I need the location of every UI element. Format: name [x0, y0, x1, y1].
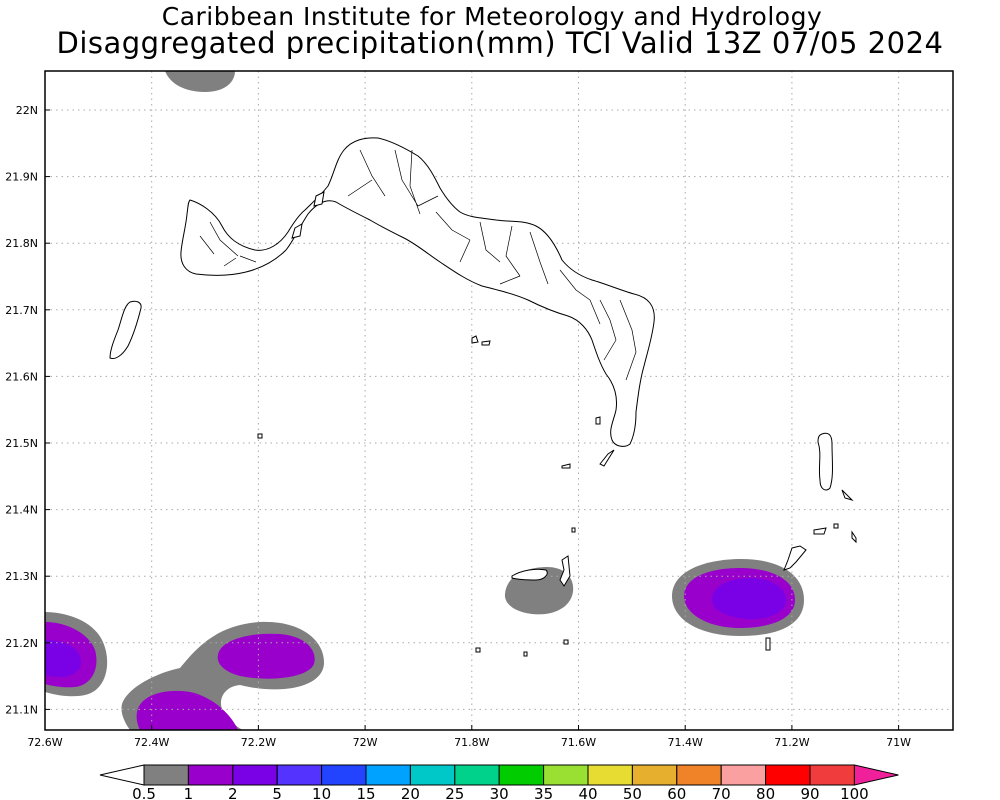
lon-tick-label: 72.2W [241, 736, 276, 749]
lat-tick-label: 21.5N [5, 437, 38, 450]
colorbar-swatch [276, 764, 323, 786]
colorbar-swatch [765, 764, 811, 786]
west-caicos-outline [109, 300, 142, 359]
lon-tick-label: 71.2W [774, 736, 809, 749]
colorbar-label: 10 [312, 785, 331, 800]
colorbar-swatch [631, 764, 678, 786]
islet-4 [481, 340, 491, 346]
colorbar-label: 50 [623, 785, 642, 800]
precipitation-layer [45, 71, 804, 730]
islet-11 [833, 523, 839, 529]
caicos-interior-lines [199, 149, 637, 381]
lat-tick-label: 22N [16, 104, 38, 117]
lat-tick-label: 21.1N [5, 703, 38, 716]
islet-10 [813, 527, 827, 535]
colorbar-swatch [809, 764, 855, 786]
colorbar-label: 40 [578, 785, 597, 800]
lat-tick-label: 21.3N [5, 570, 38, 583]
colorbar-label: 5 [272, 785, 282, 800]
grand-turk-outline [817, 432, 833, 491]
colorbar-swatch [720, 764, 767, 786]
islet-2 [313, 191, 325, 207]
lon-tick-label: 71.8W [454, 736, 489, 749]
islet-18 [563, 639, 569, 645]
grid-lines [45, 71, 953, 730]
colorbar-swatch [365, 764, 411, 786]
map-title-line2: Disaggregated precipitation(mm) TCI Vali… [56, 26, 944, 60]
coastline-layer [109, 137, 857, 657]
colorbar-swatch [454, 764, 500, 786]
colorbar-high-arrow [853, 764, 899, 786]
colorbar-swatch [321, 764, 367, 786]
islet-9 [841, 489, 854, 502]
ambergris-cay-outline [511, 568, 548, 581]
lat-tick-label: 21.7N [5, 304, 38, 317]
colorbar-swatch [498, 764, 545, 786]
islet-13 [559, 555, 571, 587]
colorbar-label: 25 [445, 785, 464, 800]
lat-tick-label: 21.8N [5, 237, 38, 250]
precip-area-top [165, 71, 235, 92]
islet-14 [571, 527, 576, 533]
colorbar-label: 1 [184, 785, 194, 800]
colorbar-label: 0.5 [132, 785, 156, 800]
lon-tick-label: 72.6W [27, 736, 62, 749]
islet-16 [475, 647, 481, 653]
map-frame [44, 70, 954, 731]
colorbar-swatch [587, 764, 633, 786]
precip-area-mid-purple [217, 633, 315, 679]
colorbar-label: 90 [800, 785, 819, 800]
islet-15 [765, 637, 771, 651]
precip-area-sw-purple [136, 690, 238, 730]
longitude-labels: 72.6W 72.4W 72.2W 72W 71.8W 71.6W 71.4W 71.2W 71… [27, 725, 911, 749]
colorbar-swatch [543, 764, 589, 786]
colorbar-label: 80 [756, 785, 775, 800]
islet-6 [595, 416, 601, 425]
latitude-labels: 22N 21.9N 21.8N 21.7N 21.6N 21.5N 21.4N 21.3N 21… [5, 104, 50, 716]
precip-area-left-violet [45, 640, 82, 677]
lon-tick-label: 71W [886, 736, 911, 749]
map-title-line1: Caribbean Institute for Meteorology and … [161, 2, 823, 31]
colorbar-swatch [232, 764, 278, 786]
lat-tick-label: 21.6N [5, 370, 38, 383]
colorbar-label: 60 [667, 785, 686, 800]
colorbar-swatch [187, 764, 234, 786]
lat-tick-label: 21.2N [5, 637, 38, 650]
colorbar-label: 2 [228, 785, 238, 800]
lon-tick-label: 71.6W [561, 736, 596, 749]
islet-12 [851, 530, 857, 544]
salt-cay-outline [783, 545, 807, 571]
colorbar-label: 35 [534, 785, 553, 800]
colorbar-label: 70 [712, 785, 731, 800]
colorbar-low-arrow [99, 764, 145, 786]
colorbar-swatch [409, 764, 456, 786]
colorbar-swatch [143, 764, 189, 786]
islet-3 [471, 335, 479, 344]
caicos-islands-outline [180, 137, 655, 447]
colorbar-label: 15 [356, 785, 375, 800]
precip-area-east-violet [711, 578, 787, 620]
lat-tick-label: 21.9N [5, 171, 38, 184]
islet-7 [599, 449, 615, 467]
lon-tick-label: 72.4W [134, 736, 169, 749]
colorbar-label: 30 [490, 785, 509, 800]
colorbar-label: 100 [840, 785, 869, 800]
islet-5 [257, 433, 263, 439]
lon-tick-label: 71.4W [668, 736, 703, 749]
islet-17 [523, 651, 528, 657]
lat-tick-label: 21.4N [5, 504, 38, 517]
islet-8 [561, 463, 571, 469]
colorbar-label: 20 [401, 785, 420, 800]
colorbar-swatch [676, 764, 722, 786]
colorbar: 0.5 1 2 5 10 15 20 25 30 35 40 50 60 70 80 90 100 [99, 764, 899, 800]
islet-1 [291, 223, 303, 239]
lon-tick-label: 72W [353, 736, 378, 749]
